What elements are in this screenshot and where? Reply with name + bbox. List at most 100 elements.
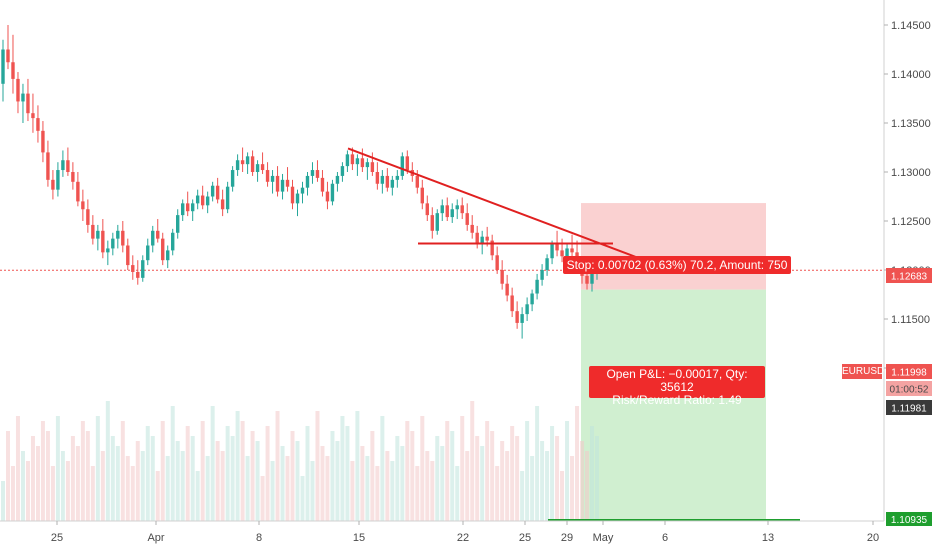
candle-body [36,118,40,131]
candle-body [375,172,380,184]
candle-body [260,164,265,171]
volume-bar [105,401,110,521]
descending-trendline[interactable] [347,147,648,263]
candle-body [16,78,20,102]
candle-body [200,195,205,206]
volume-bar [500,441,505,521]
volume-bar [95,416,100,521]
candle-body [190,203,195,212]
volume-bar [355,411,360,521]
stop-loss-zone[interactable] [581,203,766,290]
target-price-tag: 1.10935 [891,515,928,526]
stop-price-tag-bg [886,268,932,283]
volume-bar [515,436,520,521]
candle-body [355,158,360,165]
volume-bar [205,456,210,521]
candle-body [61,160,65,171]
volume-bar [565,421,570,521]
volume-bar [320,446,325,521]
volume-bar [585,451,590,521]
volume-bar [415,466,420,521]
volume-bar [250,431,255,521]
candle-body [151,230,155,246]
candle-body [270,175,275,182]
volume-bar [450,431,455,521]
volume-bar [560,471,565,521]
candle-body [6,49,10,63]
take-profit-zone[interactable] [581,289,766,521]
volume-bar [455,466,460,521]
candle-body [101,230,105,253]
candle-body [420,187,424,204]
volume-bar [465,451,470,521]
volume-bar [570,456,575,521]
candle-body [126,245,130,266]
candle-body [310,170,315,176]
candle-body [360,158,365,168]
volume-bar [110,436,115,521]
volume-bar [155,471,160,521]
volume-bar [210,406,215,521]
time-tick-label: May [593,532,614,544]
candle-body [46,152,50,180]
volume-bar [50,466,55,521]
volume-bar [340,416,345,521]
candle-body [590,273,594,284]
candle-body [500,270,504,284]
candle-body [91,224,95,239]
volume-bar [595,436,599,521]
candle-body [395,175,400,180]
volume-bar [120,421,125,521]
volume-bar [40,421,45,521]
volume-bar [1,481,5,521]
volume-bar [275,411,280,521]
candle-body [185,203,190,212]
candle-body [325,191,330,202]
volume-bar [90,466,95,521]
candle-body [96,230,100,239]
volume-bar [505,451,510,521]
volume-bar [575,406,580,521]
candle-body [295,193,300,204]
volume-bar [545,451,550,521]
volume-bar [55,416,60,521]
volume-bar [280,446,285,521]
volume-bar [300,476,305,521]
candle-body [285,179,290,187]
volume-bar [525,421,530,521]
volume-bar [590,426,595,521]
volume-bar [35,446,40,521]
volume-bar [555,436,560,521]
candle-body [535,279,539,294]
candle-body [545,258,549,270]
candle-body [330,183,335,202]
candle-body [565,248,569,257]
volume-bar [145,426,150,521]
candle-body [435,213,439,231]
candle-body [570,248,574,253]
volume-bar [70,436,75,521]
volume-bar [540,441,545,521]
time-tick-label: 25 [519,532,531,544]
candle-body [365,162,370,168]
volume-bar [75,446,80,521]
volume-bar [15,416,20,521]
volume-bar [305,426,310,521]
candle-body [225,186,230,210]
candle-body [515,311,519,323]
candle-body [560,250,564,257]
volume-bar [400,446,405,521]
candle-body [405,156,410,171]
candle-body [106,248,110,253]
candle-body [41,130,45,153]
pnl-text: Open P&L: −0.00017, Qty: 35612 [606,367,748,394]
volume-bar [30,436,35,521]
volume-bar [195,471,200,521]
candle-body [525,304,529,315]
volume-bar [330,431,335,521]
volume-bar [485,421,490,521]
candle-body [370,162,375,172]
candle-body [520,314,524,323]
price-tick-label: 1.11500 [891,314,930,326]
